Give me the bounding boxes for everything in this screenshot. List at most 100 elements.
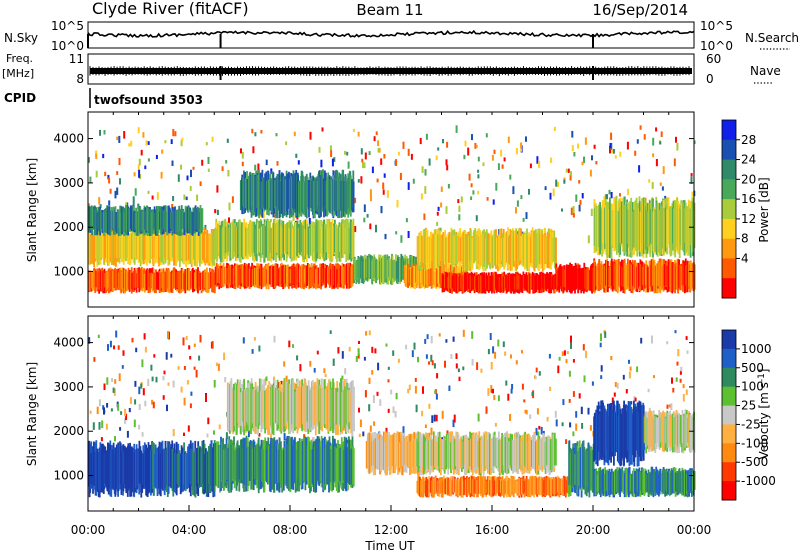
echo-speck <box>111 378 114 382</box>
echo-speck <box>557 365 560 374</box>
colorbar-swatch-4 <box>722 405 736 425</box>
band-12-column <box>599 208 602 250</box>
echo-speck <box>217 363 220 371</box>
band-4-column <box>334 219 336 253</box>
echo-speck <box>137 164 140 172</box>
echo-speck <box>185 196 188 201</box>
band-8-column <box>626 405 629 451</box>
band-9-column <box>641 472 643 495</box>
echo-speck <box>368 377 371 384</box>
echo-speck <box>497 395 500 402</box>
band-3-column <box>291 266 294 289</box>
echo-speck <box>357 131 360 137</box>
colorbar-tick-4: -25 <box>741 417 761 431</box>
band-6-column <box>549 439 552 471</box>
echo-speck <box>565 168 568 173</box>
echo-speck <box>554 410 557 418</box>
echo-speck <box>430 427 433 435</box>
colorbar-tick-2: 20 <box>741 172 756 186</box>
echo-speck <box>183 194 186 200</box>
band-6-column <box>435 441 438 470</box>
echo-speck <box>572 431 575 437</box>
band-6-column <box>509 433 512 466</box>
band-7-column <box>424 268 427 288</box>
band-5-column <box>247 175 250 212</box>
echo-speck <box>228 217 230 224</box>
echo-speck <box>424 424 427 428</box>
band-2-column <box>299 440 302 485</box>
echo-speck <box>109 188 112 194</box>
echo-speck <box>546 416 549 422</box>
band-2-column <box>289 447 292 493</box>
echo-speck <box>413 342 416 350</box>
echo-speck <box>105 423 108 430</box>
band-5-column <box>327 172 330 207</box>
echo-speck <box>670 403 673 411</box>
echo-speck <box>458 205 461 212</box>
echo-speck <box>118 135 121 143</box>
band-1-column <box>184 454 187 492</box>
band-9-column <box>689 468 692 491</box>
band-9-column <box>646 473 649 493</box>
band-7-column <box>581 443 583 491</box>
band-6-column <box>466 436 469 469</box>
band-4-column <box>261 226 263 253</box>
band-8-column <box>493 271 496 292</box>
echo-speck <box>581 423 584 429</box>
band-6-column <box>450 442 452 473</box>
band-1-column <box>174 453 176 493</box>
echo-speck <box>471 134 473 141</box>
echo-speck <box>467 147 470 156</box>
colorbar-tick-1: 500 <box>741 361 764 375</box>
echo-speck <box>471 331 474 339</box>
time-xlabel: Time UT <box>364 539 415 553</box>
echo-speck <box>470 183 473 188</box>
echo-speck <box>402 426 405 434</box>
band-9-column <box>680 471 682 494</box>
echo-speck <box>520 142 523 148</box>
band-9-column <box>546 231 549 269</box>
band-5-column <box>541 477 544 498</box>
echo-speck <box>685 336 688 340</box>
band-1-column <box>119 232 122 258</box>
band-5-column <box>475 477 478 495</box>
echo-speck <box>606 194 608 200</box>
echo-speck <box>183 432 185 436</box>
echo-speck <box>582 344 585 351</box>
band-8-column <box>448 272 450 290</box>
band-0-column <box>150 272 153 288</box>
band-11-column <box>642 263 645 292</box>
echo-speck <box>151 399 154 405</box>
band-8-column <box>454 273 456 292</box>
echo-speck <box>170 353 173 358</box>
echo-speck <box>655 127 658 132</box>
echo-speck <box>522 217 525 222</box>
colorbar-swatch-6 <box>722 238 736 259</box>
echo-speck <box>371 370 374 375</box>
echo-speck <box>477 174 480 179</box>
echo-speck <box>475 215 478 222</box>
band-2-column <box>169 211 172 229</box>
band-9-column <box>480 235 483 267</box>
echo-speck <box>428 361 431 365</box>
echo-speck <box>477 156 480 162</box>
band-5-column <box>258 169 260 219</box>
echo-speck <box>390 389 393 395</box>
echo-speck <box>660 131 663 137</box>
echo-speck <box>161 149 164 154</box>
band-6-column <box>543 436 546 468</box>
echo-speck <box>690 176 693 184</box>
echo-speck <box>400 235 403 243</box>
echo-speck <box>134 399 137 405</box>
echo-speck <box>112 387 115 393</box>
echo-speck <box>126 430 129 438</box>
echo-speck <box>181 137 184 142</box>
band-10-column <box>648 410 651 450</box>
echo-speck <box>144 346 147 353</box>
echo-speck <box>468 173 471 181</box>
echo-speck <box>471 358 474 366</box>
band-9-column <box>693 471 696 490</box>
echo-speck <box>492 199 495 205</box>
echo-speck <box>570 207 573 216</box>
band-4-column <box>414 438 416 474</box>
